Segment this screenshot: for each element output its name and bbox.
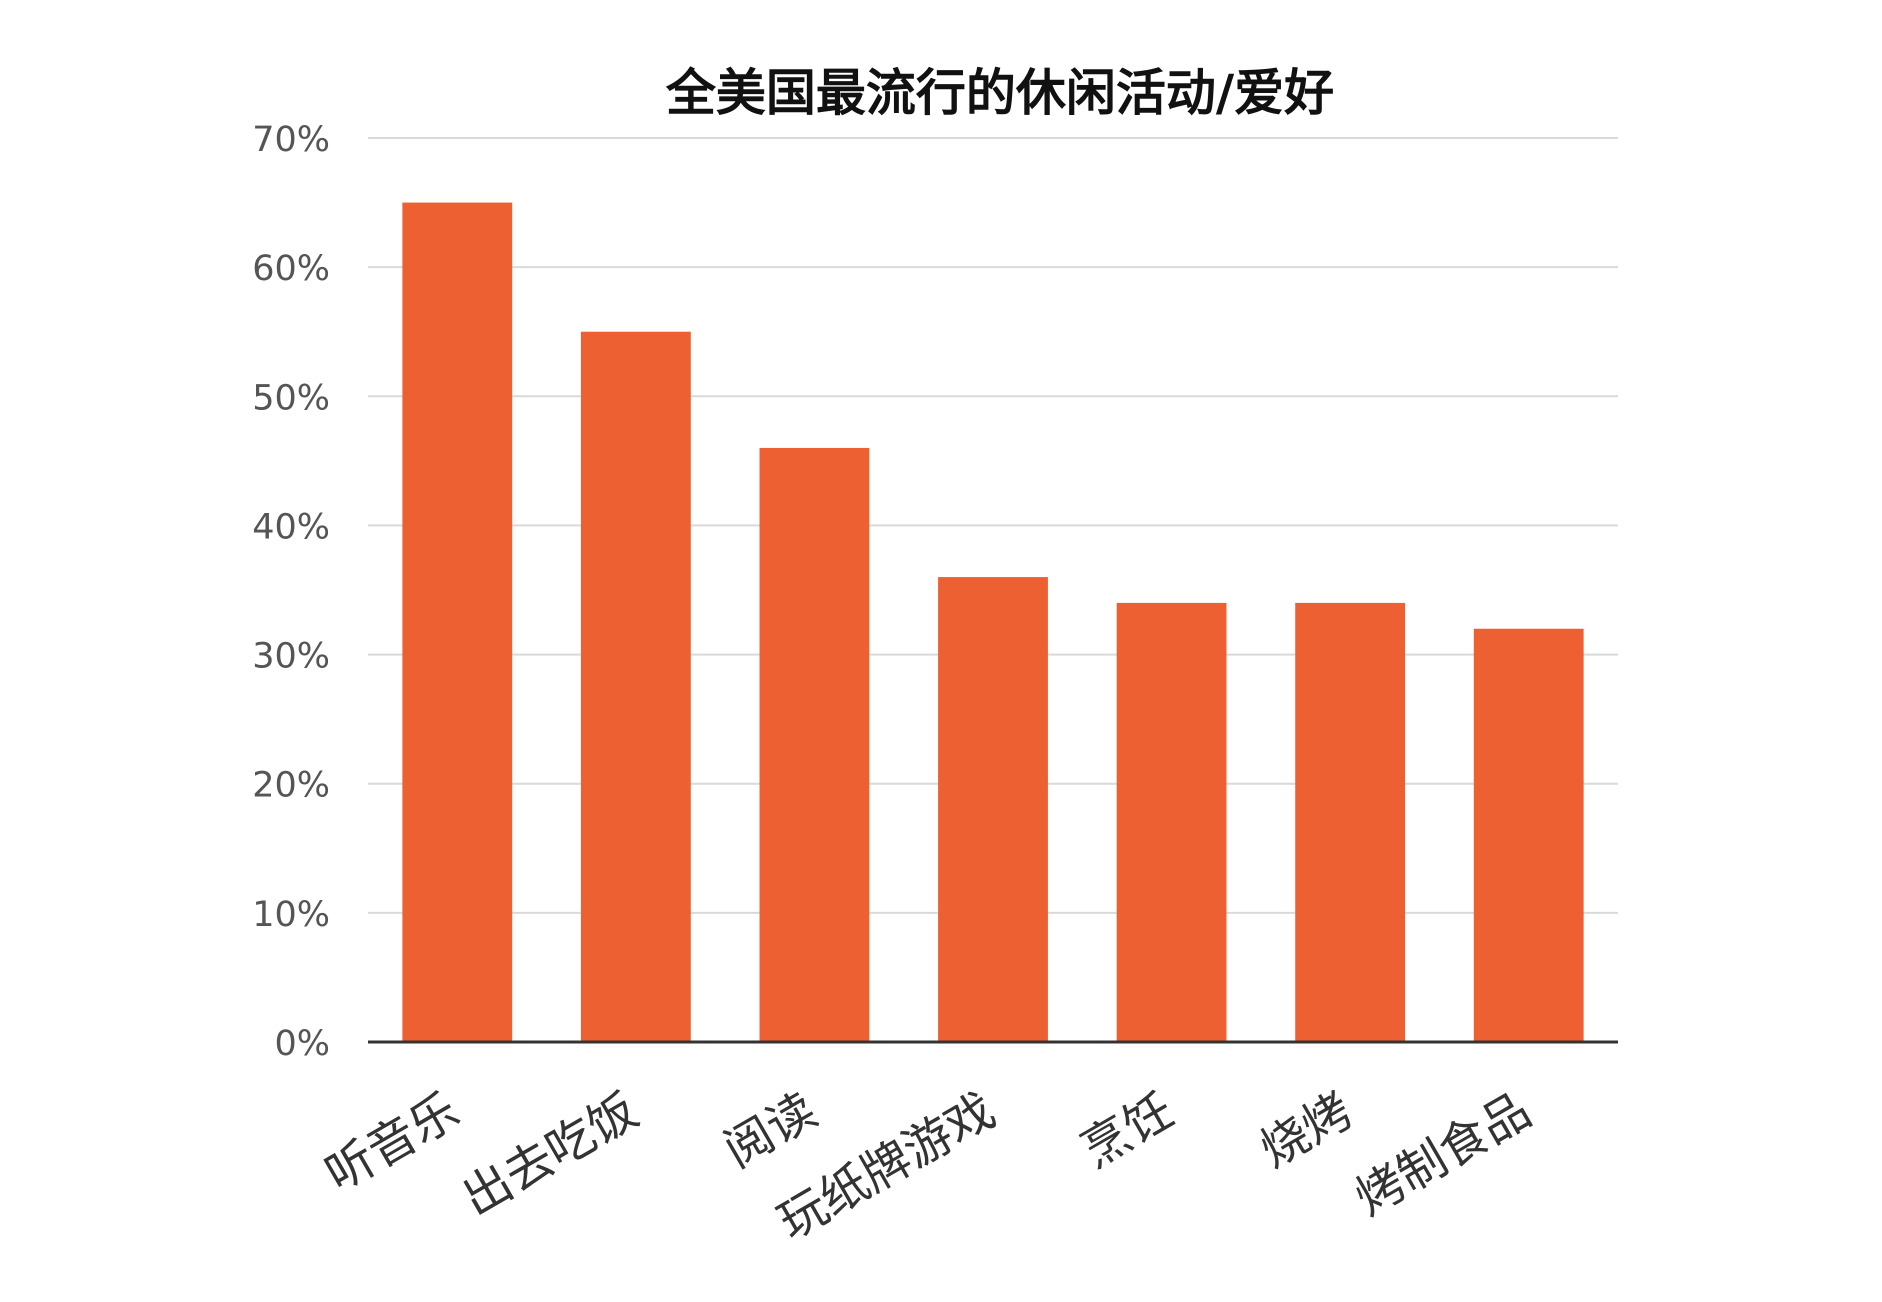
- y-tick-label: 10%: [252, 895, 330, 935]
- bar-6: [1473, 628, 1584, 1042]
- bar-0: [402, 202, 513, 1043]
- y-tick-label: 0%: [274, 1024, 330, 1064]
- y-tick-label: 70%: [252, 120, 330, 160]
- y-tick-label: 60%: [252, 249, 330, 289]
- chart-title: 全美国最流行的休闲活动/爱好: [665, 63, 1334, 122]
- x-tick-label: 烹饪: [1072, 1082, 1183, 1179]
- y-tick-label: 40%: [252, 507, 330, 547]
- x-tick-label: 听音乐: [316, 1082, 469, 1203]
- x-tick-label: 烧烤: [1251, 1082, 1362, 1179]
- bar-5: [1295, 602, 1406, 1042]
- y-tick-label: 50%: [252, 378, 330, 418]
- x-tick-label: 阅读: [715, 1082, 826, 1179]
- bar-2: [759, 447, 870, 1042]
- bar-3: [938, 577, 1048, 1042]
- y-tick-label: 20%: [252, 766, 330, 806]
- y-axis: 0% 10% 20% 30% 40% 50% 60% 70%: [252, 120, 330, 1064]
- y-tick-label: 30%: [252, 637, 330, 677]
- bar-1: [580, 331, 691, 1042]
- bar-4: [1116, 602, 1227, 1042]
- bars: [402, 202, 1584, 1043]
- x-tick-label: 出去吃饭: [453, 1082, 647, 1227]
- x-tick-label: 烤制食品: [1346, 1082, 1540, 1227]
